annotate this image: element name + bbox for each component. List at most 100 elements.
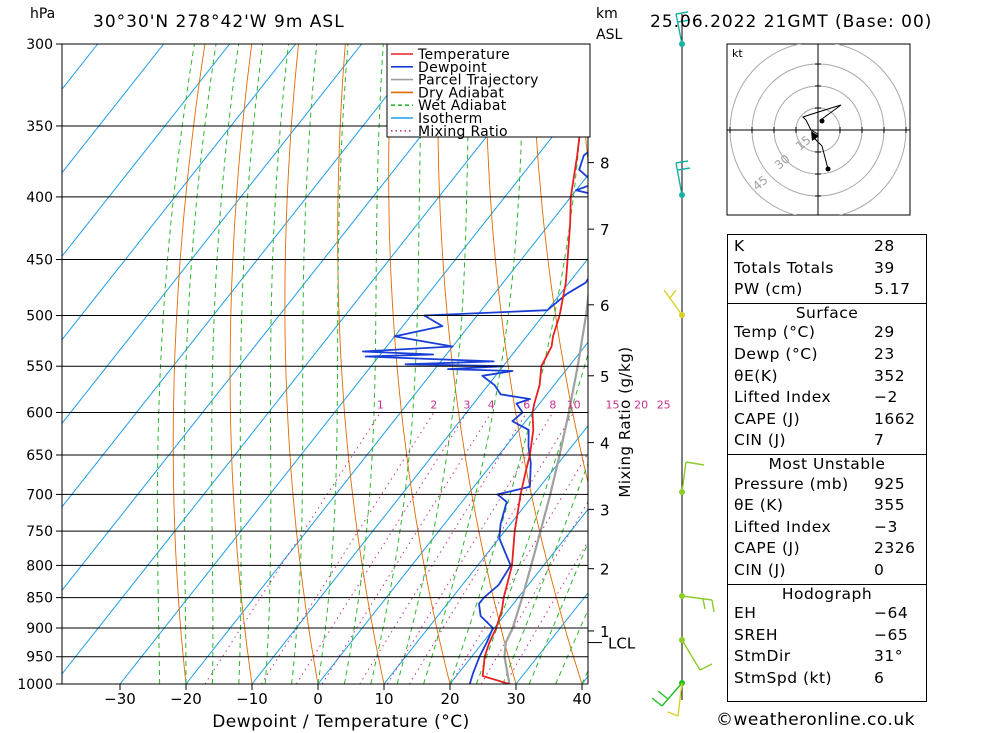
legend-label: Dry Adiabat <box>418 85 504 101</box>
index-value: −3 <box>874 517 898 536</box>
storm-motion-marker <box>811 131 819 141</box>
hodograph-surface-point <box>825 166 831 172</box>
x-tick-label: −10 <box>236 690 268 708</box>
temperature-curve <box>481 76 588 684</box>
index-row: θE (K) 355 <box>734 496 920 517</box>
legend-label: Parcel Trajectory <box>418 73 539 89</box>
pressure-tick-label: 550 <box>26 359 53 375</box>
isotherm-line <box>62 44 231 258</box>
wind-barb <box>667 682 683 717</box>
x-tick-label: 30 <box>506 690 525 708</box>
index-name: K <box>734 237 745 255</box>
wind-barb <box>663 289 683 316</box>
section-divider <box>728 454 926 455</box>
mixing-ratio-label: 1 <box>377 398 384 411</box>
index-value: 23 <box>874 345 895 363</box>
legend-label: Wet Adiabat <box>418 98 507 114</box>
index-value: 0 <box>874 561 885 579</box>
index-name: Lifted Index <box>734 517 832 536</box>
height-label: 8 <box>600 155 610 173</box>
index-value: −2 <box>874 388 898 407</box>
dry-adiabat <box>953 44 1000 684</box>
mixing-ratio-label: 20 <box>634 398 648 411</box>
wet-adiabat <box>211 44 240 684</box>
parcel-curve <box>503 289 588 684</box>
height-label: 5 <box>600 368 610 386</box>
x-tick-label: −20 <box>170 690 202 708</box>
index-value: −64 <box>874 604 909 623</box>
index-value: 355 <box>874 496 906 515</box>
pressure-tick-label: 950 <box>26 650 53 666</box>
pressure-tick-label: 350 <box>26 119 53 135</box>
height-label: 4 <box>600 435 610 453</box>
height-unit-km: km <box>596 6 618 22</box>
index-value: 28 <box>874 237 895 255</box>
isotherm-line <box>383 425 588 684</box>
index-value: 5.17 <box>874 280 911 299</box>
index-row: CIN (J) 7 <box>734 431 920 452</box>
index-name: SREH <box>734 625 779 644</box>
index-name: Temp (°C) <box>734 323 816 342</box>
mixing-ratio-label: 4 <box>488 398 495 411</box>
wet-adiabat <box>156 44 195 684</box>
wet-adiabat <box>555 608 588 684</box>
wind-barb <box>681 595 715 613</box>
isotherm-line <box>119 90 588 684</box>
mixing-ratio-label: 10 <box>567 398 581 411</box>
dry-adiabat <box>172 44 206 684</box>
hodograph-top-point <box>819 118 825 124</box>
index-name: CAPE (J) <box>734 409 801 428</box>
mixing-ratio-label: 2 <box>430 398 437 411</box>
wet-adiabat <box>370 44 425 684</box>
wind-barb <box>681 639 713 671</box>
x-tick-label: 0 <box>313 690 323 708</box>
mixing-ratio-line <box>386 412 554 684</box>
index-row: StmSpd (kt) 6 <box>734 669 920 690</box>
isotherm-line <box>251 257 588 684</box>
isotherm-line <box>317 341 588 684</box>
mixing-ratio-line <box>295 412 468 684</box>
index-name: CAPE (J) <box>734 539 801 558</box>
index-row: CIN (J) 0 <box>734 561 920 582</box>
index-name: CIN (J) <box>734 561 787 579</box>
legend-box <box>386 43 591 138</box>
wet-adiabat <box>317 44 349 684</box>
height-unit-asl: ASL <box>596 27 623 43</box>
mixing-ratio-label: 15 <box>606 398 620 411</box>
wet-adiabat <box>343 44 384 684</box>
mixing-ratio-line <box>359 412 528 684</box>
index-name: Dewp (°C) <box>734 345 819 363</box>
index-row: K 28 <box>734 237 920 258</box>
index-name: Pressure (mb) <box>734 474 849 493</box>
height-label: 2 <box>600 561 610 579</box>
index-row: StmDir 31° <box>734 647 920 668</box>
mixing-ratio-label: 25 <box>657 398 671 411</box>
section-divider <box>728 302 926 304</box>
section-divider <box>728 583 926 585</box>
dry-adiabat <box>485 44 583 684</box>
pressure-tick-label: 800 <box>26 558 53 574</box>
pressure-tick-label: 450 <box>26 253 53 269</box>
mixing-ratio-label: 3 <box>463 398 470 411</box>
index-value: −65 <box>874 625 909 644</box>
index-value: 2326 <box>874 539 916 558</box>
index-row: CAPE (J) 1662 <box>734 410 920 431</box>
location-title: 30°30'N 278°42'W 9m ASL <box>93 12 345 32</box>
datetime-title: 25.06.2022 21GMT (Base: 00) <box>650 12 933 32</box>
index-row: Lifted Index −2 <box>734 388 920 409</box>
pressure-tick-label: 850 <box>26 591 53 607</box>
pressure-tick-label: 1000 <box>17 677 53 693</box>
most-unstable-section-title: Most Unstable <box>768 455 886 473</box>
wet-adiabat <box>502 462 588 684</box>
legend-label: Isotherm <box>418 111 483 127</box>
pressure-tick-label: 650 <box>26 448 53 464</box>
index-value: 352 <box>874 366 906 385</box>
legend-label: Dewpoint <box>418 60 487 76</box>
index-value: 31° <box>874 647 903 666</box>
index-row: Temp (°C) 29 <box>734 323 920 344</box>
index-row: PW (cm) 5.17 <box>734 280 920 301</box>
wet-adiabat <box>183 44 217 684</box>
hodograph-trace <box>802 104 842 170</box>
pressure-unit-label: hPa <box>30 6 56 22</box>
